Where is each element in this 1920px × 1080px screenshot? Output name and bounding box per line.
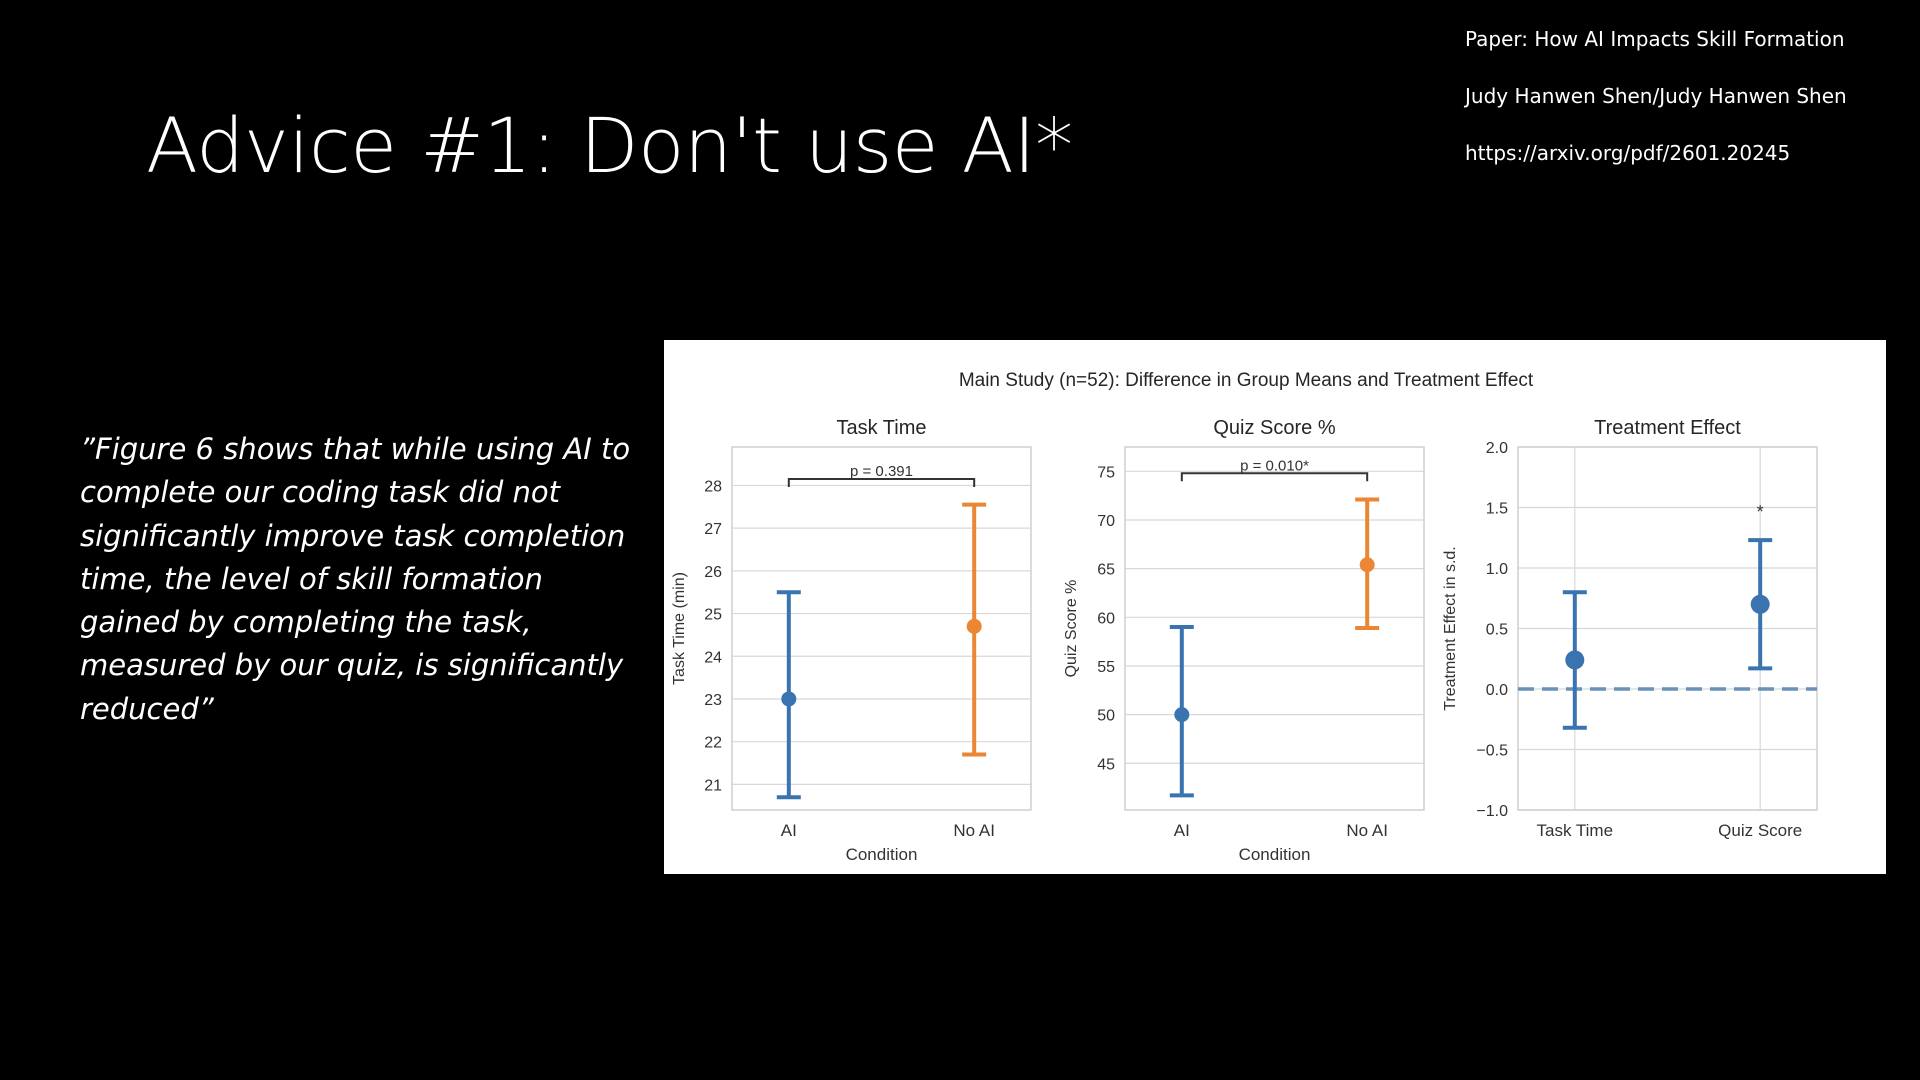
reference-authors: Judy Hanwen Shen/Judy Hanwen Shen [1465,84,1847,108]
data-point [1750,594,1770,614]
y-tick-label: 22 [704,735,722,752]
y-tick-label: 25 [704,607,722,624]
y-tick-label: 28 [704,478,722,495]
x-axis-label: Condition [1239,845,1311,864]
y-tick-label: 23 [704,692,722,709]
y-tick-label: 24 [704,649,722,666]
data-point [1174,707,1190,723]
reference-url: https://arxiv.org/pdf/2601.20245 [1465,141,1791,165]
figure-svg: Main Study (n=52): Difference in Group M… [671,370,1818,864]
data-point [1565,650,1585,670]
y-tick-label: 26 [704,564,722,581]
y-tick-label: −1.0 [1476,803,1508,820]
significance-mark: * [1757,502,1764,522]
x-tick-label: Task Time [1537,821,1614,840]
y-tick-label: 2.0 [1486,440,1508,457]
y-tick-label: 70 [1097,513,1115,530]
x-tick-label: AI [1174,821,1190,840]
x-tick-label: No AI [953,821,995,840]
slide-title: Advice #1: Don't use AI* [146,101,1073,190]
axes-frame [1517,446,1818,811]
y-tick-label: 60 [1097,610,1115,627]
significance-bracket [787,478,976,488]
y-tick-label: 55 [1097,659,1115,676]
quote-text: ”Figure 6 shows that while using AI to c… [80,432,631,726]
y-axis-label: Task Time (min) [671,572,688,685]
y-axis-label: Treatment Effect in s.d. [1442,546,1459,711]
p-value-label: p = 0.391 [850,463,913,480]
subplot-title: Treatment Effect [1594,417,1741,439]
reference-paper: Paper: How AI Impacts Skill Formation [1465,27,1845,51]
figure-title: Main Study (n=52): Difference in Group M… [959,370,1534,391]
data-point [966,618,982,634]
data-point [1359,557,1375,573]
y-tick-label: 0.0 [1486,682,1508,699]
subplot-title: Task Time [836,417,926,439]
y-tick-label: 45 [1097,756,1115,773]
y-tick-label: 0.5 [1486,622,1508,639]
axes-frame [731,446,1032,811]
figure-panel: Main Study (n=52): Difference in Group M… [664,340,1886,874]
y-tick-label: −0.5 [1476,743,1508,760]
y-tick-label: 27 [704,521,722,538]
y-tick-label: 75 [1097,464,1115,481]
x-tick-label: No AI [1346,821,1388,840]
significance-bracket [1180,472,1369,482]
y-tick-label: 50 [1097,708,1115,725]
p-value-label: p = 0.010* [1240,457,1309,474]
x-tick-label: AI [781,821,797,840]
data-point [781,691,797,707]
y-tick-label: 1.5 [1486,501,1508,518]
x-tick-label: Quiz Score [1718,821,1802,840]
x-axis-label: Condition [846,845,918,864]
y-tick-label: 65 [1097,562,1115,579]
y-tick-label: 21 [704,777,722,794]
y-tick-label: 1.0 [1486,561,1508,578]
y-axis-label: Quiz Score % [1063,580,1080,678]
axes-frame [1124,446,1425,811]
subplot-title: Quiz Score % [1213,417,1335,439]
